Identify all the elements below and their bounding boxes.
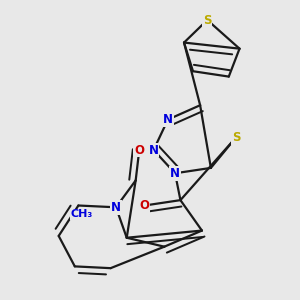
Text: N: N	[163, 113, 173, 126]
Text: N: N	[111, 201, 121, 214]
Text: CH₃: CH₃	[71, 209, 93, 220]
Text: S: S	[203, 14, 212, 26]
Text: S: S	[232, 131, 240, 144]
Text: N: N	[148, 143, 159, 157]
Text: O: O	[140, 199, 150, 212]
Text: N: N	[170, 167, 180, 180]
Text: O: O	[134, 143, 144, 157]
